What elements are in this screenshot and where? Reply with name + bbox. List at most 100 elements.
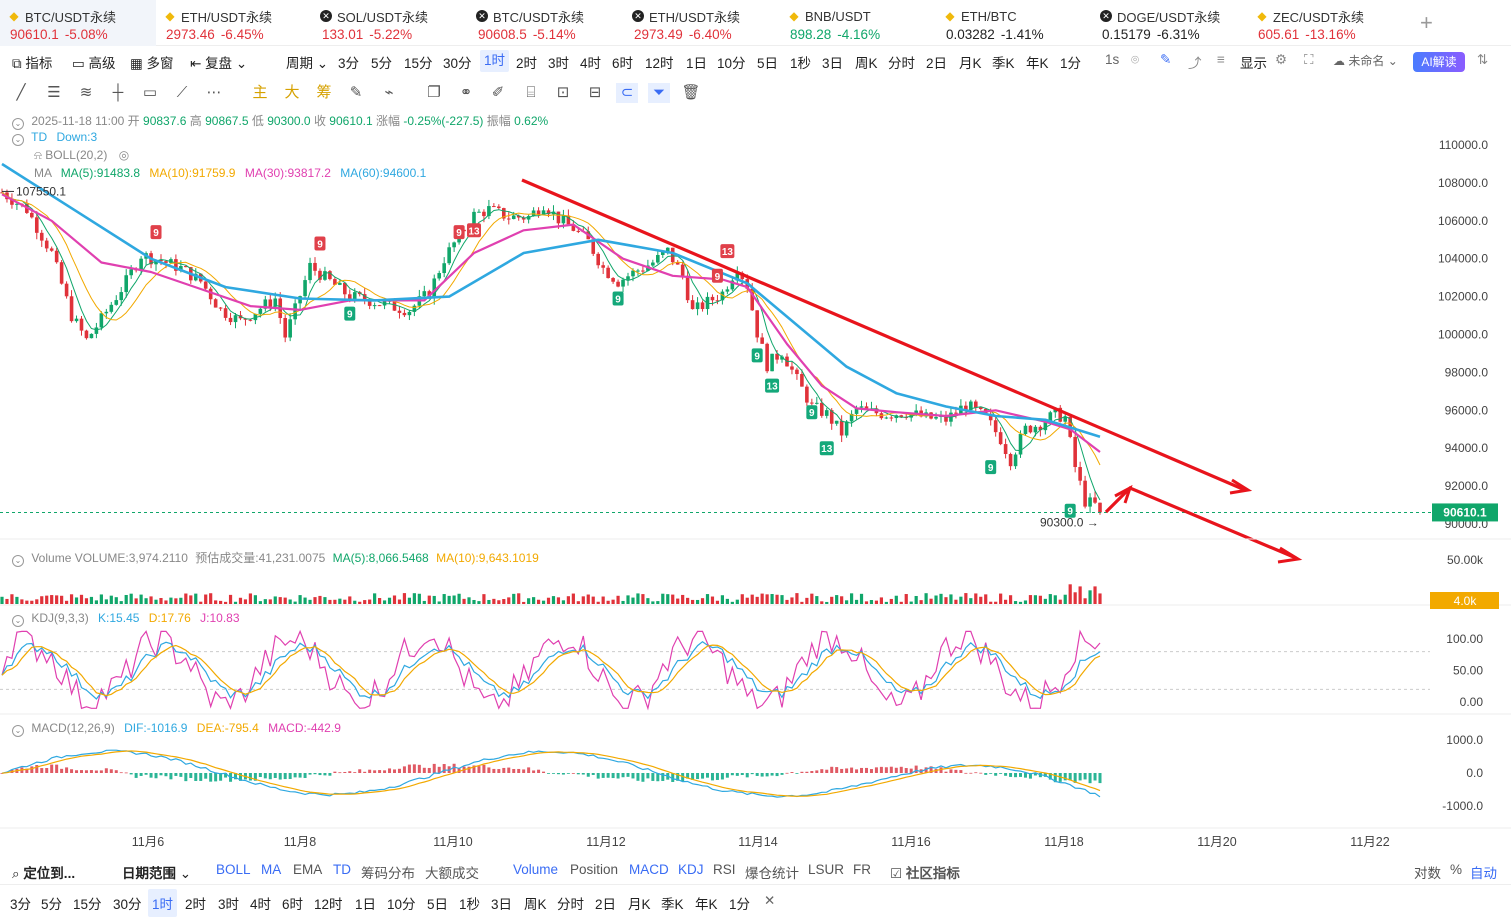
interval-3m[interactable]: 3分 (338, 56, 360, 71)
period-12h[interactable]: 12时 (314, 897, 343, 912)
period-1d[interactable]: 1日 (355, 897, 377, 912)
indicator-lsur[interactable]: LSUR (808, 862, 845, 877)
settings-list-icon[interactable]: ≡ (1217, 52, 1225, 67)
interval-12h[interactable]: 12时 (645, 56, 674, 71)
interval-2d[interactable]: 2日 (926, 56, 948, 71)
interval-month[interactable]: 月K (959, 56, 982, 71)
log-scale-toggle[interactable]: 对数 (1414, 866, 1441, 881)
interval-1m[interactable]: 1分 (1060, 56, 1082, 71)
indicator-td[interactable]: TD (333, 862, 351, 877)
period-1s[interactable]: 1秒 (459, 897, 481, 912)
period-3h[interactable]: 3时 (218, 897, 240, 912)
interval-30m[interactable]: 30分 (443, 56, 472, 71)
pencil-icon[interactable]: ✐ (491, 84, 505, 101)
seconds-toggle[interactable]: 1s (1105, 52, 1120, 67)
indicator-fr[interactable]: FR (853, 862, 871, 877)
ticker-tab-doge-usdt-perp[interactable]: ✕ DOGE/USDT永续 0.15179 -6.31% (1100, 9, 1221, 42)
big-tool[interactable]: 大 (284, 84, 300, 101)
camera-icon[interactable]: ⌾ (1131, 52, 1140, 67)
indicator-ma[interactable]: MA (261, 862, 282, 877)
interval-6h[interactable]: 6时 (612, 56, 634, 71)
interval-5m[interactable]: 5分 (371, 56, 393, 71)
ticker-tab-eth-usdt-perp[interactable]: ◆ ETH/USDT永续 2973.46 -6.45% (165, 9, 273, 43)
ticker-tab-btc-usdt-perp[interactable]: ◆ BTC/USDT永续 90610.1 -5.08% (0, 0, 156, 46)
trash-icon[interactable]: 🗑 (681, 84, 701, 101)
interval-3h[interactable]: 3时 (548, 56, 570, 71)
indicator-kdj[interactable]: KDJ (678, 862, 704, 877)
period-6h[interactable]: 6时 (282, 897, 304, 912)
cross-line-icon[interactable]: ┼ (112, 84, 124, 101)
gear-icon[interactable]: ⚙ (1275, 52, 1288, 67)
indicator-ema[interactable]: EMA (293, 862, 323, 877)
period-2d[interactable]: 2日 (595, 897, 617, 912)
community-indicators-button[interactable]: ☑ 社区指标 (890, 866, 960, 881)
note-icon[interactable]: ⊟ (588, 84, 602, 101)
ticker-tab-btc-usdt-perp-okx[interactable]: ✕ BTC/USDT永续 90608.5 -5.14% (476, 9, 585, 42)
main-tool[interactable]: 主 (252, 84, 268, 101)
indicator-chip-distribution[interactable]: 筹码分布 (361, 866, 415, 881)
share-icon[interactable]: ⤴ (1188, 56, 1202, 71)
layout-name-dropdown[interactable]: ☁ 未命名 ⌄ (1333, 54, 1398, 68)
interval-15m[interactable]: 15分 (404, 56, 433, 71)
period-4h[interactable]: 4时 (250, 897, 272, 912)
pattern-tool-icon[interactable]: ⟋ (176, 84, 188, 101)
period-5m[interactable]: 5分 (41, 897, 63, 912)
interval-week[interactable]: 周K (855, 56, 878, 71)
period-1h[interactable]: 1时 (148, 889, 178, 917)
ticker-tab-eth-btc[interactable]: ◆ ETH/BTC 0.03282 -1.41% (945, 8, 1044, 43)
more-tools-icon[interactable]: ⋯ (206, 84, 222, 101)
edit-tool-icon[interactable]: ✎ (349, 84, 363, 101)
channel-tool-icon[interactable]: ≋ (79, 84, 93, 101)
period-quarter[interactable]: 季K (661, 897, 684, 912)
interval-10m[interactable]: 10分 (717, 56, 746, 71)
interval-timeshare[interactable]: 分时 (888, 56, 915, 71)
pen-icon[interactable]: ✎ (1160, 52, 1172, 67)
interval-1s[interactable]: 1秒 (790, 56, 812, 71)
collapse-icon[interactable]: ⌄ (12, 118, 24, 130)
interval-1d[interactable]: 1日 (686, 56, 708, 71)
multi-window-button[interactable]: ▦ 多窗 (130, 56, 174, 71)
link-icon[interactable]: ⚭ (459, 84, 473, 101)
magnet-icon[interactable]: ⊂ (616, 83, 638, 103)
period-3d[interactable]: 3日 (491, 897, 513, 912)
period-3m[interactable]: 3分 (10, 897, 32, 912)
chips-tool[interactable]: 筹 (316, 84, 332, 101)
eye-hidden-icon[interactable]: ◎ (118, 148, 130, 162)
indicator-large-trades[interactable]: 大额成交 (425, 866, 479, 881)
compare-icon[interactable]: ⌸ (526, 84, 536, 101)
date-range-dropdown[interactable]: 日期范围 ⌄ (122, 866, 192, 881)
interval-1h[interactable]: 1时 (480, 50, 510, 72)
indicator-position[interactable]: Position (570, 862, 619, 877)
period-5d[interactable]: 5日 (427, 897, 449, 912)
interval-3d[interactable]: 3日 (822, 56, 844, 71)
indicator-boll[interactable]: BOLL (216, 862, 251, 877)
brush-tool-icon[interactable]: ⌁ (384, 84, 394, 101)
period-timeshare[interactable]: 分时 (557, 897, 584, 912)
close-icon[interactable]: ✕ (764, 893, 776, 908)
indicator-liquidation-stats[interactable]: 爆仓统计 (745, 866, 799, 881)
hline-tool-icon[interactable]: ☰ (47, 84, 61, 101)
fullscreen-icon[interactable]: ⛶ (1304, 52, 1314, 67)
layers-icon[interactable]: ❐ (427, 84, 441, 101)
chart-area[interactable]: 110000.0 108000.0 106000.0 104000.0 102000.0… (0, 108, 1511, 853)
sync-icon[interactable]: ⇅ (1477, 52, 1489, 67)
indicator-volume[interactable]: Volume (513, 862, 559, 877)
period-year[interactable]: 年K (695, 897, 718, 912)
auto-scale-toggle[interactable]: 自动 (1470, 866, 1497, 881)
indicator-rsi[interactable]: RSI (713, 862, 736, 877)
period-15m[interactable]: 15分 (73, 897, 102, 912)
period-month[interactable]: 月K (628, 897, 651, 912)
filter-icon[interactable]: ⏷ (648, 83, 670, 103)
display-button[interactable]: 显示 (1240, 56, 1267, 71)
period-week[interactable]: 周K (524, 897, 547, 912)
chart-canvas[interactable]: 110000.0 108000.0 106000.0 104000.0 102000.0… (0, 108, 1511, 853)
ticker-tab-bnb-usdt[interactable]: ◆ BNB/USDT 898.28 -4.16% (789, 8, 881, 43)
ticker-tab-zec-usdt-perp[interactable]: ◆ ZEC/USDT永续 605.61 -13.16% (1257, 9, 1365, 43)
indicators-button[interactable]: ⧉ 指标 (12, 56, 53, 71)
collapse-icon[interactable]: ⌄ (12, 555, 24, 567)
ticker-tab-eth-usdt-perp-okx[interactable]: ✕ ETH/USDT永续 2973.49 -6.40% (632, 9, 741, 42)
collapse-icon[interactable]: ⌄ (12, 725, 24, 737)
add-tab-icon[interactable]: + (1420, 10, 1433, 35)
interval-5d[interactable]: 5日 (757, 56, 779, 71)
interval-year[interactable]: 年K (1026, 56, 1049, 71)
